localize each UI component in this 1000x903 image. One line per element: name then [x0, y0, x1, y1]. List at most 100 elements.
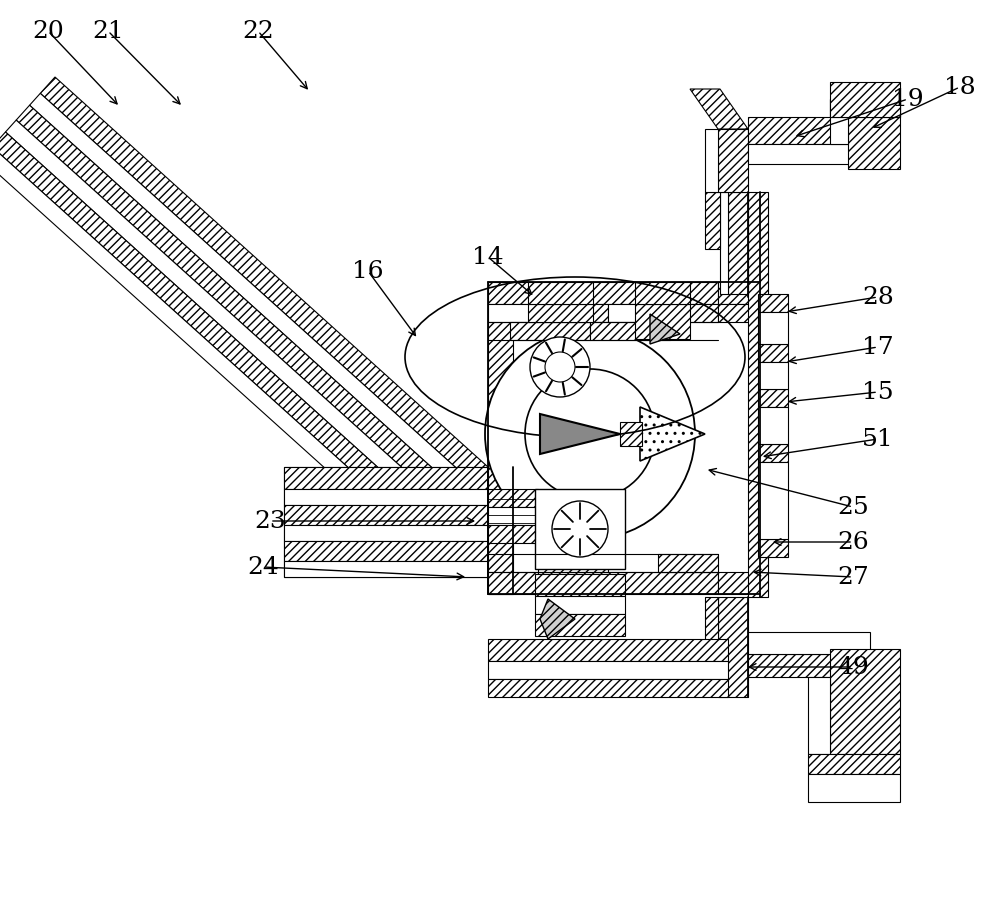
Polygon shape	[284, 489, 488, 506]
Bar	[488, 283, 513, 594]
Polygon shape	[5, 121, 449, 523]
Polygon shape	[284, 542, 488, 562]
Polygon shape	[30, 94, 473, 496]
Bar	[758, 345, 788, 363]
Polygon shape	[284, 489, 488, 506]
Polygon shape	[848, 100, 900, 170]
Bar	[718, 283, 760, 304]
Polygon shape	[284, 526, 488, 542]
Polygon shape	[284, 468, 488, 577]
Polygon shape	[540, 600, 575, 639]
Polygon shape	[705, 130, 718, 192]
Text: 15: 15	[862, 381, 894, 404]
Polygon shape	[830, 100, 900, 118]
Polygon shape	[284, 562, 488, 577]
Circle shape	[485, 330, 695, 539]
Circle shape	[545, 352, 575, 383]
Bar	[488, 639, 728, 661]
Text: 23: 23	[254, 510, 286, 533]
Bar	[488, 526, 538, 544]
Polygon shape	[690, 90, 748, 130]
Bar	[538, 304, 608, 322]
Bar	[608, 304, 658, 322]
Text: 22: 22	[242, 21, 274, 43]
Bar	[748, 192, 768, 598]
Bar	[488, 679, 728, 697]
Polygon shape	[284, 526, 488, 542]
Bar	[488, 507, 538, 526]
Polygon shape	[284, 468, 488, 489]
Bar	[538, 283, 718, 304]
Polygon shape	[830, 649, 900, 754]
Bar	[488, 489, 538, 507]
Polygon shape	[720, 192, 728, 294]
Bar	[538, 573, 718, 594]
Bar	[620, 423, 642, 446]
Bar	[528, 283, 593, 304]
Polygon shape	[808, 774, 900, 802]
Polygon shape	[808, 677, 830, 754]
Bar	[528, 304, 593, 322]
Polygon shape	[540, 414, 620, 454]
Text: 21: 21	[92, 21, 124, 43]
Polygon shape	[705, 598, 718, 659]
Polygon shape	[284, 506, 488, 526]
Polygon shape	[705, 192, 720, 250]
Polygon shape	[284, 562, 488, 577]
Bar	[758, 389, 788, 407]
Bar	[488, 283, 538, 304]
Polygon shape	[830, 83, 900, 118]
Bar	[758, 444, 788, 462]
Bar	[758, 294, 788, 312]
Text: 25: 25	[837, 496, 869, 519]
Bar	[758, 407, 788, 444]
Bar	[718, 304, 760, 322]
Bar	[758, 363, 788, 389]
Polygon shape	[284, 542, 488, 562]
Text: 17: 17	[862, 336, 894, 359]
Polygon shape	[650, 314, 680, 345]
Bar	[718, 573, 760, 594]
Bar	[635, 304, 690, 340]
Polygon shape	[808, 754, 900, 774]
Polygon shape	[728, 192, 748, 294]
Bar	[635, 283, 690, 304]
Bar	[538, 554, 608, 573]
Bar	[535, 574, 625, 596]
Bar	[590, 322, 670, 340]
Circle shape	[552, 501, 608, 557]
Bar	[488, 573, 538, 594]
Polygon shape	[640, 407, 705, 461]
Polygon shape	[748, 144, 870, 165]
Circle shape	[525, 369, 655, 499]
Polygon shape	[16, 107, 463, 510]
Text: 14: 14	[472, 247, 504, 269]
Bar	[758, 462, 788, 539]
Text: 19: 19	[892, 88, 924, 111]
Bar	[535, 489, 625, 570]
Polygon shape	[718, 130, 748, 192]
Polygon shape	[830, 100, 848, 144]
Polygon shape	[40, 78, 488, 484]
Text: 27: 27	[837, 566, 869, 589]
Bar	[658, 304, 718, 322]
Text: 51: 51	[862, 428, 894, 451]
Bar	[510, 322, 590, 340]
Bar	[758, 539, 788, 557]
Text: 18: 18	[944, 77, 976, 99]
Text: 26: 26	[837, 531, 869, 554]
Bar	[535, 614, 625, 637]
Text: 16: 16	[352, 260, 384, 284]
Bar	[658, 554, 718, 573]
Polygon shape	[284, 468, 488, 489]
Bar	[535, 596, 625, 614]
Bar	[488, 661, 728, 679]
Text: 20: 20	[32, 21, 64, 43]
Bar	[488, 304, 538, 322]
Polygon shape	[748, 655, 870, 677]
Polygon shape	[748, 118, 870, 144]
Text: 28: 28	[862, 286, 894, 309]
Text: 24: 24	[247, 556, 279, 579]
Polygon shape	[0, 133, 438, 537]
Polygon shape	[0, 148, 425, 549]
